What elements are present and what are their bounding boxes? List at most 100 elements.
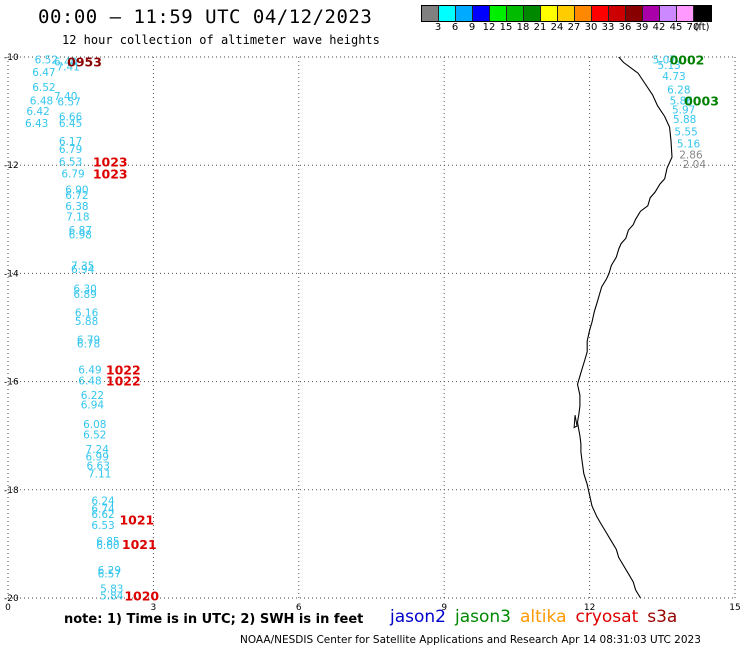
wave-height-value: 5.84 (100, 590, 124, 602)
wave-height-value: 6.53 (59, 156, 82, 168)
wave-height-value: 6.87 (69, 225, 92, 237)
wave-height-value: 5.55 (674, 127, 697, 139)
x-tick-label: 3 (151, 603, 157, 610)
wave-height-value: 2.86 (679, 149, 703, 161)
wave-height-value: 6.38 (65, 201, 88, 213)
wave-height-points: 6.526.407.416.476.527.406.48 6.576.42 6.66… (25, 55, 706, 603)
colorbar-label: 9 (468, 22, 476, 33)
wave-height-value: 7.41 (56, 62, 79, 74)
wave-height-value: 6.66 (59, 112, 83, 124)
colorbar-swatch (677, 6, 694, 21)
wave-height-value: 6.24 (91, 496, 115, 508)
satellite-legend-jason2: jason2 (390, 607, 446, 627)
wave-height-value: 6.94 (71, 264, 95, 276)
colorbar-swatch (473, 6, 490, 21)
y-tick-label: -10 (4, 53, 19, 63)
colorbar-swatch (609, 6, 626, 21)
colorbar-swatch (507, 6, 524, 21)
colorbar-swatch (660, 6, 677, 21)
wave-height-value: 4.73 (662, 71, 685, 83)
wave-height-value: 6.47 (32, 67, 55, 79)
coastline (573, 56, 673, 599)
wave-height-value: 6.57 (98, 569, 121, 581)
colorbar-swatch (592, 6, 609, 21)
satellite-legend-jason3: jason3 (455, 607, 511, 627)
wave-height-value: 5.16 (677, 139, 701, 151)
colorbar-label: 27 (567, 22, 581, 33)
x-tick-label: 6 (296, 603, 302, 610)
colorbar-label: 24 (550, 22, 564, 33)
wave-height-value: 7.35 (71, 260, 94, 272)
wave-height-value: 6.74 (91, 504, 115, 516)
wave-height-value: 6.60 (96, 540, 119, 552)
wave-height-value: 6.52 (35, 55, 58, 67)
satellite-legend-s3a: s3a (647, 607, 678, 627)
colorbar-label: 6 (451, 22, 459, 33)
wave-height-value: 6.42 (26, 106, 49, 118)
wave-height-value: 6.79 (77, 334, 100, 346)
map-subtitle: 12 hour collection of altimeter wave hei… (62, 33, 380, 47)
wave-height-value: 6.43 (25, 118, 48, 130)
map-title: 00:00 – 11:59 UTC 04/12/2023 (38, 6, 373, 28)
colorbar-swatch (456, 6, 473, 21)
satellite-legend: jason2 jason3 altika cryosat s3a (390, 607, 686, 627)
map-grid (8, 57, 735, 598)
wave-height-value: 6.89 (73, 289, 96, 301)
wave-height-value: 6.40 (54, 56, 77, 68)
wave-height-value: 6.85 (96, 536, 119, 548)
colorbar-label: 42 (652, 22, 666, 33)
wave-height-value: 6.57 (57, 96, 80, 108)
wave-height-value: 6.48 (78, 376, 101, 388)
wave-height-value: 6.48 (30, 95, 53, 107)
y-tick-label: -16 (4, 378, 19, 388)
wave-height-value: 6.16 (75, 307, 99, 319)
colorbar-swatch (575, 6, 592, 21)
pass-time-label: 1021 (122, 537, 157, 552)
wave-height-value: 6.52 (83, 430, 106, 442)
island-path (573, 415, 578, 429)
wave-height-value: 6.90 (65, 185, 88, 197)
wave-height-value: 6.28 (667, 84, 690, 96)
wave-height-map: 0 3 6 9 12 15-10-12-14-16-18-20 6.526.407.416… (4, 53, 740, 610)
wave-height-value: 7.40 (54, 91, 77, 103)
y-tick-label: -18 (4, 486, 19, 496)
footer-note: note: 1) Time is in UTC; 2) SWH is in fe… (64, 612, 364, 627)
colorbar-swatch (694, 6, 711, 21)
y-tick-label: -14 (4, 269, 19, 279)
pass-time-label: 1023 (93, 154, 128, 169)
y-tick-label: -20 (4, 594, 19, 604)
colorbar-swatch (643, 6, 660, 21)
wave-height-value: 5.86 (670, 95, 694, 107)
colorbar-swatch (558, 6, 575, 21)
satellite-legend-altika: altika (520, 607, 567, 627)
wave-height-value: 6.72 (65, 190, 88, 202)
wave-height-value: 7.11 (88, 469, 111, 481)
wave-height-value: 6.62 (91, 509, 114, 521)
colorbar-label: 45 (669, 22, 683, 33)
pass-time-label: 1022 (106, 363, 141, 378)
colorbar-swatch (422, 6, 439, 21)
axis-ticks: 0 3 6 9 12 15 -10 -12 -14 -16 -18 -20 (4, 53, 740, 610)
colorbar-label: (ft) (694, 22, 710, 33)
x-tick-label: 12 (584, 603, 595, 610)
wave-height-value: 6.49 (78, 365, 101, 377)
x-tick-label: 0 (5, 603, 11, 610)
footer-credit: NOAA/NESDIS Center for Satellite Applica… (240, 634, 701, 646)
wave-height-value: 6.08 (83, 419, 106, 431)
colorbar-label: 33 (601, 22, 615, 33)
wave-height-value: 6.45 (59, 118, 82, 130)
wave-height-value: 7.18 (66, 212, 89, 224)
wave-height-value: 6.99 (86, 451, 109, 463)
wave-height-value: 6.79 (59, 144, 82, 156)
colorbar-swatch (439, 6, 456, 21)
pass-time-label: 0002 (670, 53, 705, 68)
wave-height-value: 7.24 (86, 444, 110, 456)
wave-height-value: 6.94 (81, 399, 105, 411)
wave-height-value: 6.22 (81, 390, 104, 402)
pass-time-label: 0003 (684, 93, 719, 108)
wave-height-value: 5.07 (653, 55, 676, 67)
colorbar-label: 39 (635, 22, 649, 33)
pass-time-label: 1022 (106, 374, 141, 389)
colorbar-label: 36 (618, 22, 632, 33)
